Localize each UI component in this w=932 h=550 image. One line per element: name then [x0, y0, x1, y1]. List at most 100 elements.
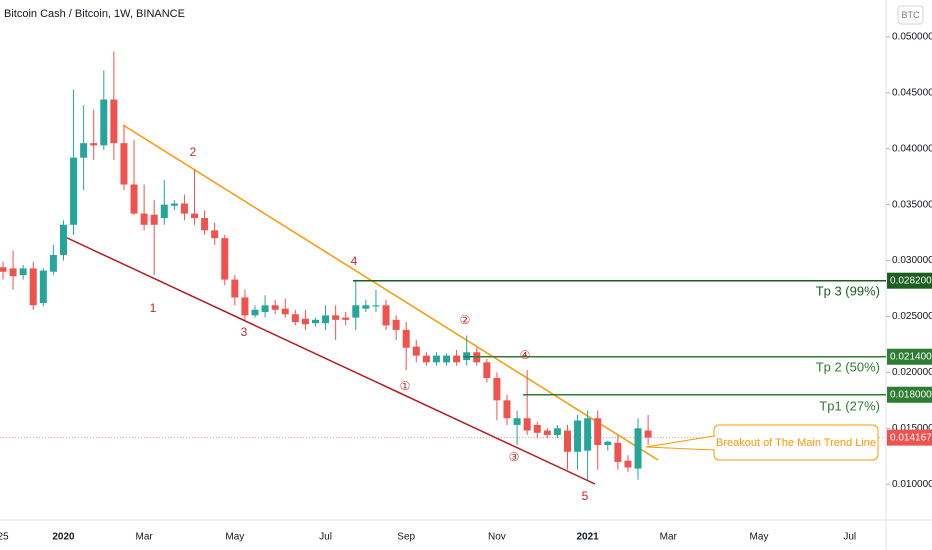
trend-line — [62, 235, 596, 485]
x-tick-label: Nov — [488, 532, 506, 543]
candle-body — [140, 213, 148, 225]
level-tag-label: 0.021400 — [890, 351, 932, 362]
candle-body — [332, 315, 340, 320]
candle-body — [70, 157, 78, 225]
candle-body — [604, 441, 612, 446]
level-name: Tp 3 (99%) — [816, 283, 880, 298]
level-tag — [887, 348, 932, 365]
candle-body — [594, 418, 602, 446]
candle-body — [402, 329, 410, 348]
candle-body — [563, 430, 571, 452]
candle-body — [432, 355, 440, 363]
wave-label: 5 — [582, 489, 589, 503]
candle-body — [624, 460, 632, 468]
candle-body — [291, 314, 299, 323]
price-tag — [887, 429, 932, 446]
candle-body — [80, 143, 88, 158]
x-tick-label: Mar — [660, 532, 678, 543]
y-tick-label: 0.010000 — [892, 479, 932, 490]
level-tag — [887, 386, 932, 403]
candle-body — [533, 424, 541, 433]
price-tag-label: 0.014167 — [890, 432, 932, 443]
candle-body — [392, 319, 400, 330]
y-tick-label: 0.035000 — [892, 199, 932, 210]
wave-label: ④ — [520, 348, 531, 362]
level-tag — [887, 272, 932, 289]
candle-body — [0, 267, 7, 272]
wave-label: ③ — [509, 450, 520, 464]
candle-body — [574, 420, 582, 452]
x-tick-label: Jul — [843, 532, 856, 543]
candle-body — [322, 315, 330, 324]
wave-label: ② — [460, 313, 471, 327]
candle-body — [523, 418, 531, 431]
x-tick-label: 2020 — [52, 532, 75, 543]
level-tag-label: 0.028200 — [890, 275, 932, 286]
candle-body — [150, 214, 158, 225]
trend-line — [122, 124, 659, 461]
level-tag-label: 0.018000 — [890, 389, 932, 400]
wave-label: 1 — [150, 301, 157, 315]
candle-body — [372, 305, 380, 307]
candle-body — [342, 317, 350, 320]
candle-body — [483, 362, 491, 378]
y-tick-label: 0.040000 — [892, 143, 932, 154]
x-tick-label: Jul — [319, 532, 332, 543]
candle-body — [241, 297, 249, 316]
candle-body — [221, 238, 229, 280]
candle-body — [493, 377, 501, 401]
x-tick-label: Sep — [397, 532, 415, 543]
callout-text: Breakout of The Main Trend Line — [716, 437, 876, 449]
candle-body — [362, 305, 370, 309]
candle-body — [100, 99, 108, 146]
wave-label: ① — [400, 379, 411, 393]
candle-body — [19, 268, 27, 276]
y-tick-label: 0.025000 — [892, 311, 932, 322]
candle-body — [644, 430, 652, 438]
candle-body — [352, 305, 360, 318]
candle-body — [584, 418, 592, 451]
level-name: Tp 2 (50%) — [816, 359, 880, 374]
candle-body — [211, 230, 219, 239]
candle-body — [231, 279, 239, 298]
candle-body — [201, 218, 209, 231]
candle-body — [422, 355, 430, 363]
candle-body — [59, 224, 67, 255]
candle-body — [49, 254, 57, 272]
candle-body — [281, 308, 289, 315]
candle-body — [90, 143, 98, 146]
candle-body — [412, 346, 420, 356]
candle-body — [160, 204, 168, 219]
x-tick-label: 2021 — [577, 532, 600, 543]
candle-body — [543, 430, 551, 436]
y-tick-label: 0.020000 — [892, 367, 932, 378]
candle-body — [110, 99, 118, 144]
y-tick-label: 0.045000 — [892, 87, 932, 98]
candle-body — [170, 203, 178, 206]
candle-body — [634, 428, 642, 469]
unit-label: BTC — [902, 10, 921, 20]
candle-body — [261, 305, 269, 312]
candle-body — [39, 270, 47, 304]
candle-body — [382, 305, 390, 326]
candle-body — [301, 318, 309, 325]
callout: Breakout of The Main Trend Line — [645, 424, 879, 461]
y-tick-label: 0.015000 — [892, 423, 932, 434]
callout-pointer — [645, 435, 715, 451]
wave-label: 3 — [241, 325, 248, 339]
x-tick-label: May — [225, 532, 244, 543]
wave-label: 2 — [190, 145, 197, 159]
candle-body — [553, 428, 561, 436]
x-tick-label: Mar — [136, 532, 154, 543]
candle-body — [453, 355, 461, 363]
candle-body — [191, 213, 199, 219]
level-name: Tp1 (27%) — [819, 398, 880, 413]
wave-label: 4 — [351, 254, 358, 268]
y-tick-label: 0.050000 — [892, 32, 932, 43]
candle-body — [614, 442, 622, 462]
candle-body — [513, 418, 521, 425]
candle-body — [311, 319, 319, 324]
candle-body — [443, 355, 451, 363]
candle-body — [29, 268, 37, 306]
